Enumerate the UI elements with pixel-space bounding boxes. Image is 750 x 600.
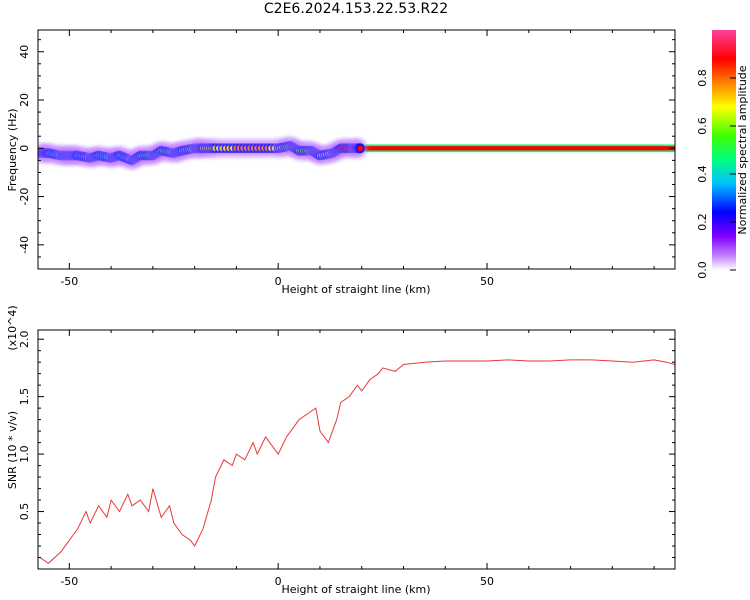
- spectrogram-panel: -50 0 50 -40 -20 0 20 40 Height of straight lin…: [6, 29, 676, 296]
- snr-x-axis-title: Height of straight line (km): [281, 583, 430, 596]
- colorbar-ticks: 0.0 0.2 0.4 0.6 0.8: [696, 69, 736, 279]
- spectrogram-x-tick-label: -50: [60, 275, 78, 288]
- snr-y-tick-label: 1.0: [18, 445, 31, 463]
- spectrogram-axes: -50 0 50 -40 -20 0 20 40: [18, 30, 675, 288]
- spectrogram-x-tick-label: 50: [480, 275, 494, 288]
- spectrogram-y-tick-label: 20: [18, 93, 31, 107]
- snr-scale-label: (x10^4): [6, 305, 19, 350]
- spectrogram-y-tick-label: -20: [18, 188, 31, 206]
- colorbar-tick-label: 0.8: [696, 69, 709, 87]
- colorbar-title: Normalized spectral amplitude: [736, 65, 749, 234]
- spectrogram-heatmap: [38, 136, 675, 170]
- spectrogram-y-tick-label: 0: [18, 145, 31, 152]
- tone-band-core: [361, 146, 675, 151]
- spectrogram-frame: [37, 29, 676, 270]
- colorbar-tick-label: 0.4: [696, 165, 709, 183]
- snr-y-axis-title: SNR (10 * v/v): [6, 411, 19, 489]
- colorbar-tick-label: 0.0: [696, 261, 709, 279]
- snr-x-tick-label: 50: [480, 575, 494, 588]
- colorbar: 0.0 0.2 0.4 0.6 0.8 Normalized spectral ampl…: [696, 30, 749, 279]
- page-title: C2E6.2024.153.22.53.R22: [263, 1, 449, 17]
- spectrogram-y-axis-title: Frequency (Hz): [6, 109, 19, 192]
- snr-y-tick-label: 2.0: [18, 330, 31, 348]
- colorbar-tick-label: 0.2: [696, 213, 709, 231]
- snr-series-line: [39, 359, 675, 564]
- snr-y-tick-label: 0.5: [18, 503, 31, 521]
- spectrogram-y-tick-label: 40: [18, 45, 31, 59]
- snr-panel: -50 0 50 0.5 1.0 1.5 2.0 Height of straight li…: [6, 305, 676, 596]
- spectrogram-x-tick-label: 0: [275, 275, 282, 288]
- colorbar-gradient: [712, 30, 736, 270]
- snr-x-tick-label: 0: [275, 575, 282, 588]
- snr-x-tick-label: -50: [60, 575, 78, 588]
- ridge-core: [357, 145, 364, 152]
- snr-y-tick-label: 1.5: [18, 388, 31, 406]
- spectrogram-x-axis-title: Height of straight line (km): [281, 283, 430, 296]
- spectrogram-y-tick-label: -40: [18, 236, 31, 254]
- snr-axes: -50 0 50 0.5 1.0 1.5 2.0: [18, 330, 675, 588]
- colorbar-tick-label: 0.6: [696, 117, 709, 135]
- snr-frame: [37, 329, 676, 570]
